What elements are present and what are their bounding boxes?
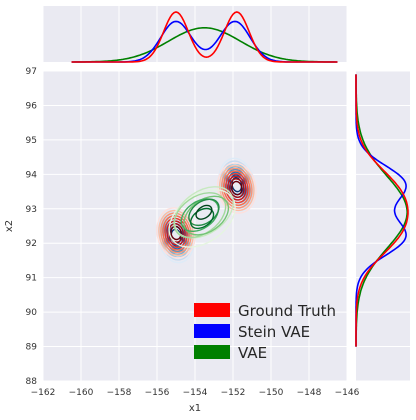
legend-swatch-ground-truth (194, 303, 230, 317)
contour-ground-truth (218, 165, 255, 212)
contour-vae (180, 198, 220, 233)
right-marginal-panel (356, 71, 410, 381)
contour-vae (173, 186, 234, 239)
y-tick-label: 95 (26, 136, 37, 146)
top-marginal-curves (71, 11, 338, 63)
right-marginal-vae (355, 74, 409, 347)
contour-ground-truth (231, 180, 243, 196)
y-axis-label: x2 (4, 220, 15, 232)
legend-swatch-stein-vae (194, 324, 230, 338)
x-tick-label: −156 (145, 388, 170, 398)
legend-label-stein-vae: Stein VAE (238, 323, 310, 341)
legend: Ground Truth Stein VAE VAE (194, 302, 336, 362)
top-marginal-grid (42, 6, 348, 62)
contour-ground-truth (216, 162, 257, 214)
y-tick-label: 96 (26, 101, 38, 111)
y-tick-label: 92 (26, 239, 37, 249)
x-tick-label: −158 (107, 388, 132, 398)
x-axis-label: x1 (189, 403, 201, 414)
y-tick-label: 94 (26, 170, 38, 180)
y-tick-label: 91 (26, 274, 37, 284)
right-marginal-ground-truth (355, 74, 409, 347)
contour-ground-truth (227, 175, 247, 201)
contour-ground-truth (158, 209, 194, 256)
x-tick-label: −154 (183, 388, 208, 398)
legend-label-ground-truth: Ground Truth (238, 302, 336, 320)
legend-swatch-vae (194, 345, 230, 359)
contour-ground-truth (160, 212, 192, 254)
y-tick-label: 88 (26, 377, 38, 387)
right-marginal-grid (356, 70, 410, 382)
top-marginal-ground-truth (71, 11, 338, 63)
density-contours (156, 157, 257, 264)
x-tick-labels: −162 −160 −158 −156 −154 −152 −150 −148 −146 (31, 388, 360, 398)
contour-ground-truth (156, 207, 196, 259)
y-tick-label: 90 (26, 308, 38, 318)
contour-ground-truth (229, 178, 245, 199)
contour-ground-truth (223, 170, 251, 206)
legend-label-vae: VAE (238, 344, 267, 362)
x-tick-label: −150 (259, 388, 284, 398)
x-tick-label: −148 (297, 388, 322, 398)
top-marginal-vae (71, 27, 338, 63)
y-tick-label: 93 (26, 205, 37, 215)
right-marginal-curves (355, 74, 409, 347)
y-tick-labels: 88 89 90 91 92 93 94 95 96 97 (26, 67, 38, 387)
y-tick-label: 97 (26, 67, 37, 77)
x-tick-label: −160 (69, 388, 94, 398)
x-tick-label: −152 (221, 388, 246, 398)
contour-vae (195, 204, 213, 220)
x-tick-label: −162 (31, 388, 56, 398)
y-tick-label: 89 (26, 343, 38, 353)
x-tick-label: −146 (335, 388, 360, 398)
